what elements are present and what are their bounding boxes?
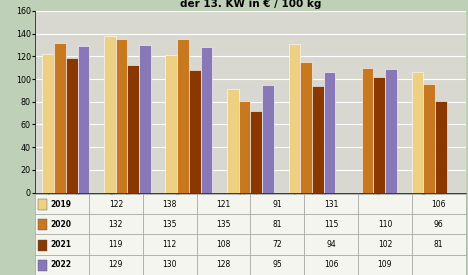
Bar — [143, 194, 197, 214]
Bar — [43, 54, 54, 192]
Text: 95: 95 — [272, 260, 282, 269]
Bar — [358, 214, 412, 234]
Bar — [262, 85, 274, 192]
Bar — [38, 260, 47, 271]
Bar — [143, 234, 197, 255]
Bar — [166, 55, 177, 192]
Bar — [250, 194, 304, 214]
Text: 81: 81 — [434, 240, 444, 249]
Text: 130: 130 — [162, 260, 177, 269]
Bar — [143, 255, 197, 275]
Bar — [304, 255, 358, 275]
Bar — [412, 255, 466, 275]
Bar — [412, 214, 466, 234]
Bar — [362, 68, 373, 192]
Text: 128: 128 — [216, 260, 231, 269]
Text: 91: 91 — [272, 200, 282, 208]
Bar — [300, 62, 312, 192]
Bar — [127, 65, 139, 192]
Text: 2022: 2022 — [50, 260, 71, 269]
Text: 132: 132 — [109, 220, 123, 229]
Bar — [250, 234, 304, 255]
Bar — [54, 43, 66, 192]
Text: 138: 138 — [162, 200, 177, 208]
Bar — [304, 234, 358, 255]
Bar — [35, 234, 89, 255]
Bar — [250, 255, 304, 275]
Bar — [177, 39, 189, 192]
Text: 72: 72 — [272, 240, 282, 249]
Bar — [89, 255, 143, 275]
Bar — [197, 194, 250, 214]
Text: 81: 81 — [272, 220, 282, 229]
Bar — [139, 45, 151, 192]
Text: 129: 129 — [109, 260, 123, 269]
Text: 2020: 2020 — [50, 220, 71, 229]
Bar — [38, 240, 47, 251]
Bar — [35, 255, 89, 275]
Bar — [423, 84, 435, 192]
Bar — [116, 39, 127, 192]
Text: 121: 121 — [216, 200, 231, 208]
Text: 112: 112 — [162, 240, 177, 249]
Text: 122: 122 — [109, 200, 123, 208]
Bar — [197, 234, 250, 255]
Bar — [197, 214, 250, 234]
Bar — [288, 44, 300, 192]
Bar — [412, 234, 466, 255]
Bar — [312, 86, 323, 192]
Bar — [227, 89, 239, 192]
Bar — [38, 219, 47, 230]
Bar — [66, 57, 78, 192]
Text: 2019: 2019 — [50, 200, 71, 208]
Text: 2021: 2021 — [50, 240, 71, 249]
Text: 115: 115 — [324, 220, 338, 229]
Bar — [89, 234, 143, 255]
Bar — [78, 46, 89, 192]
Text: 96: 96 — [434, 220, 444, 229]
Bar — [411, 72, 423, 192]
Bar — [239, 101, 250, 192]
Bar — [189, 70, 201, 192]
Bar — [38, 199, 47, 210]
Bar — [201, 47, 212, 192]
Text: 109: 109 — [378, 260, 392, 269]
Text: 119: 119 — [109, 240, 123, 249]
Bar — [250, 214, 304, 234]
Text: 135: 135 — [162, 220, 177, 229]
Bar — [358, 234, 412, 255]
Bar — [304, 214, 358, 234]
Text: 106: 106 — [324, 260, 338, 269]
Bar — [35, 214, 89, 234]
Text: 131: 131 — [324, 200, 338, 208]
Bar — [358, 194, 412, 214]
Bar — [104, 36, 116, 192]
Text: 110: 110 — [378, 220, 392, 229]
Bar — [89, 194, 143, 214]
Bar — [35, 194, 89, 214]
Bar — [250, 111, 262, 192]
Text: 108: 108 — [216, 240, 231, 249]
Bar — [435, 101, 446, 192]
Text: 106: 106 — [431, 200, 446, 208]
Text: 94: 94 — [326, 240, 336, 249]
Bar — [373, 77, 385, 192]
Bar — [197, 255, 250, 275]
Bar — [323, 72, 335, 192]
Bar — [143, 214, 197, 234]
Title: Durchschnittspreise von importierten Speisefrühkartoffeln in
der 13. KW in € / 1: Durchschnittspreise von importierten Spe… — [69, 0, 431, 9]
Text: 102: 102 — [378, 240, 392, 249]
Bar — [304, 194, 358, 214]
Bar — [358, 255, 412, 275]
Bar — [89, 214, 143, 234]
Text: 135: 135 — [216, 220, 231, 229]
Bar — [385, 69, 397, 192]
Bar — [412, 194, 466, 214]
